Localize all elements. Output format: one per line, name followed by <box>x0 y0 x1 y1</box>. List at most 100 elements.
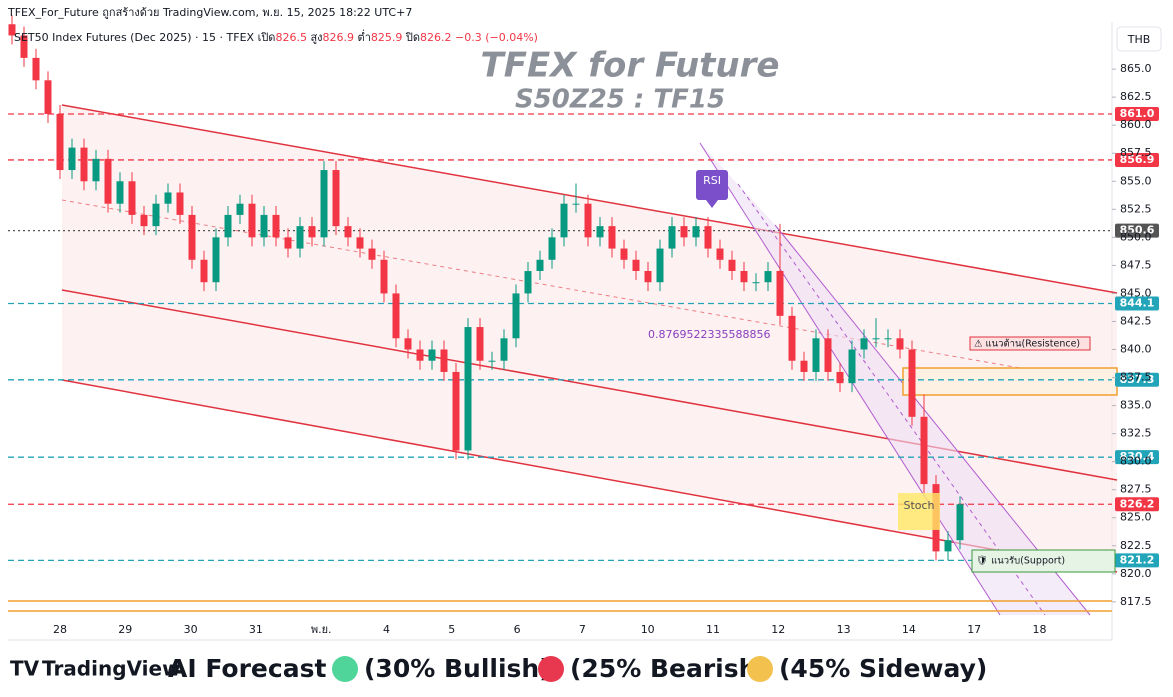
candle-body <box>44 80 52 114</box>
candle-body <box>860 338 868 350</box>
y-tick-label: 820.0 <box>1120 567 1152 580</box>
level-label: 856.9 <box>1120 153 1155 166</box>
candle-body <box>452 371 460 451</box>
candle-body <box>920 416 928 485</box>
candle-body <box>704 226 712 249</box>
y-tick-label: 840.0 <box>1120 343 1152 356</box>
open-label: เปิด <box>258 31 276 44</box>
y-tick-label: 822.5 <box>1120 539 1152 552</box>
bearish-icon <box>538 656 564 682</box>
channel-midline <box>61 199 1118 386</box>
candle-body <box>812 338 820 372</box>
support-label: 🛡 แนวรับ(Support) <box>976 555 1065 567</box>
candle-body <box>188 214 196 260</box>
candle-body <box>656 248 664 283</box>
currency-box[interactable] <box>1116 26 1162 52</box>
x-tick-label: 29 <box>118 623 132 636</box>
candle-body <box>380 259 388 294</box>
x-tick-label: 7 <box>579 623 586 636</box>
candle-body <box>560 203 568 238</box>
y-tick-label: 832.5 <box>1120 427 1152 440</box>
candle-body <box>584 203 592 238</box>
candle-body <box>524 270 532 294</box>
support-box <box>971 549 1116 573</box>
candle-body <box>368 248 376 260</box>
candle-body <box>56 113 64 171</box>
candle-body <box>944 540 952 552</box>
candle-body <box>308 226 316 238</box>
y-tick-label: 835.0 <box>1120 399 1152 412</box>
levels: 861.0 856.9 850.6 844.1 837.3 830.4 826.2 821.2 <box>8 106 1159 568</box>
candle-body <box>896 338 904 350</box>
candle-body <box>128 181 136 215</box>
candle-body <box>152 203 160 227</box>
brand: TradingView <box>42 657 181 681</box>
candle-body <box>140 214 148 227</box>
resistance-label: ⚠ แนวต้าน(Resistence) <box>974 339 1080 350</box>
level-label-box <box>1115 152 1159 167</box>
level-label: 821.2 <box>1120 553 1155 566</box>
candle-body <box>236 203 244 215</box>
candle-body <box>164 192 172 204</box>
resistance-box <box>969 336 1091 351</box>
candle-body <box>668 226 676 249</box>
candle-body <box>440 349 448 372</box>
y-tick-label: 862.5 <box>1120 90 1152 103</box>
y-tick-label: 842.5 <box>1120 314 1152 327</box>
level-label-box <box>1115 296 1159 311</box>
candle-body <box>176 192 184 215</box>
candle-body <box>200 259 208 283</box>
x-tick-label: 6 <box>514 623 521 636</box>
candle-body <box>416 349 424 361</box>
candle-body <box>536 259 544 271</box>
channel-line <box>61 379 1118 573</box>
candle-body <box>548 237 556 260</box>
candle-body <box>68 147 76 171</box>
y-tick-label: 860.0 <box>1120 118 1152 131</box>
x-tick-label: 31 <box>249 623 263 636</box>
x-tick-label: 14 <box>902 623 916 636</box>
candle-body <box>908 349 916 417</box>
level-label: 861.0 <box>1120 107 1155 120</box>
low: 825.9 <box>371 31 403 44</box>
y-tick-label: 817.5 <box>1120 595 1152 608</box>
symbol: SET50 Index Futures (Dec 2025) · 15 · TF… <box>14 31 255 44</box>
candle-body <box>872 338 880 340</box>
candle-body <box>884 338 892 340</box>
chart-subtitle: S50Z25 : TF15 <box>515 85 725 115</box>
bullish-icon <box>332 656 358 682</box>
y-tick-label: 855.0 <box>1120 174 1152 187</box>
candle-body <box>488 360 496 362</box>
x-tick-label: 30 <box>184 623 198 636</box>
candle-body <box>752 282 760 284</box>
y-tick-label: 852.5 <box>1120 202 1152 215</box>
level-label-box <box>1115 106 1159 121</box>
sideway-icon <box>747 656 773 682</box>
level-label: 844.1 <box>1120 297 1155 310</box>
candle-body <box>332 170 340 227</box>
x-tick-label: 17 <box>967 623 981 636</box>
candle-body <box>248 203 256 238</box>
stoch-box <box>898 493 940 530</box>
y-tick-label: 865.0 <box>1120 62 1152 75</box>
candle-body <box>644 270 652 283</box>
y-tick-label: 845.0 <box>1120 286 1152 299</box>
candle-body <box>296 226 304 249</box>
candle-body <box>740 270 748 283</box>
candle-body <box>404 338 412 350</box>
y-tick-label: 827.5 <box>1120 483 1152 496</box>
rsi-pointer <box>706 200 718 208</box>
level-label: 837.3 <box>1120 373 1155 386</box>
candle-body <box>608 226 616 249</box>
level-label-box <box>1115 372 1159 387</box>
y-tick-label: 837.5 <box>1120 371 1152 384</box>
currency: THB <box>1127 33 1151 46</box>
candle-body <box>632 259 640 271</box>
candle-body <box>848 349 856 384</box>
candle-body <box>284 237 292 249</box>
level-label: 830.4 <box>1120 450 1155 463</box>
y-tick-label: 830.0 <box>1120 455 1152 468</box>
candle-body <box>716 248 724 260</box>
open: 826.5 <box>275 31 307 44</box>
